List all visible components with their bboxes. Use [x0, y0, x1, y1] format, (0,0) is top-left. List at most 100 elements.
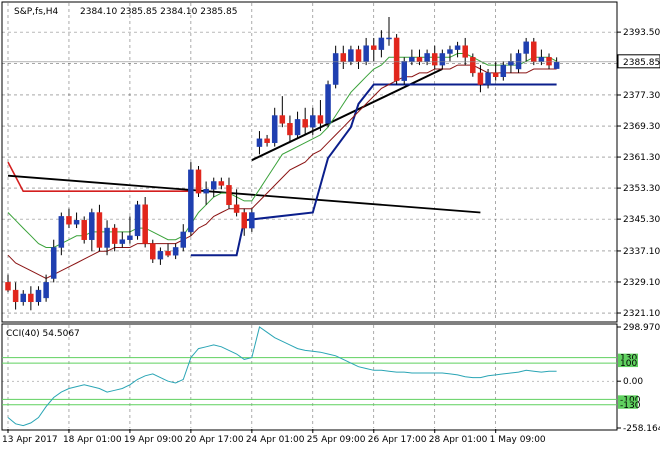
- candle[interactable]: [470, 53, 476, 77]
- candle-body: [424, 53, 430, 62]
- candle[interactable]: [203, 181, 209, 205]
- candle-body: [264, 138, 270, 143]
- candle[interactable]: [447, 45, 453, 62]
- candle[interactable]: [35, 286, 42, 306]
- candle-body: [485, 72, 491, 85]
- candle[interactable]: [43, 274, 49, 302]
- candle[interactable]: [157, 247, 164, 265]
- candle-body: [218, 181, 225, 186]
- candle[interactable]: [210, 177, 217, 198]
- candle[interactable]: [378, 30, 385, 58]
- candle[interactable]: [96, 204, 103, 252]
- candle[interactable]: [515, 49, 522, 73]
- candle[interactable]: [485, 68, 491, 89]
- candle[interactable]: [363, 37, 369, 66]
- candle[interactable]: [150, 239, 156, 263]
- candle[interactable]: [249, 208, 255, 232]
- candle[interactable]: [439, 49, 446, 69]
- candle[interactable]: [165, 243, 171, 258]
- cci-tick-label: 298.9708: [623, 323, 660, 333]
- candle[interactable]: [104, 220, 110, 256]
- candle[interactable]: [340, 45, 347, 69]
- time-axis-label: 18 Apr 01:00: [63, 435, 122, 445]
- candle[interactable]: [310, 107, 316, 135]
- candle[interactable]: [386, 17, 392, 46]
- candle[interactable]: [12, 282, 19, 310]
- candle[interactable]: [553, 57, 560, 69]
- candle[interactable]: [371, 37, 377, 62]
- candle-body: [294, 119, 301, 136]
- candle[interactable]: [409, 49, 415, 66]
- candle[interactable]: [416, 49, 423, 66]
- candle[interactable]: [119, 231, 126, 248]
- candle[interactable]: [393, 34, 400, 85]
- candle[interactable]: [127, 216, 133, 244]
- candle[interactable]: [111, 224, 118, 252]
- cci-line-group: [7, 326, 557, 427]
- candle[interactable]: [81, 216, 87, 244]
- candle-body: [378, 37, 385, 50]
- candle[interactable]: [294, 111, 301, 139]
- candle[interactable]: [195, 165, 202, 198]
- candle[interactable]: [287, 115, 293, 143]
- candle-body: [20, 293, 26, 303]
- candle[interactable]: [431, 45, 438, 69]
- cci-level-label: -130: [620, 401, 641, 411]
- candle[interactable]: [302, 107, 308, 135]
- candle-body: [462, 45, 468, 58]
- candle[interactable]: [500, 61, 507, 81]
- candle[interactable]: [66, 208, 72, 229]
- cci-tick-label: 0.00: [623, 377, 643, 387]
- candle[interactable]: [233, 189, 240, 217]
- trend-overlays: [7, 68, 557, 257]
- candle[interactable]: [454, 41, 461, 58]
- candle[interactable]: [317, 100, 324, 132]
- candle[interactable]: [492, 61, 499, 81]
- candle[interactable]: [5, 274, 11, 293]
- candle[interactable]: [508, 53, 514, 73]
- candle-body: [66, 216, 72, 225]
- candle[interactable]: [401, 57, 407, 85]
- candle-body: [447, 49, 453, 54]
- candlesticks[interactable]: [5, 17, 560, 311]
- candle[interactable]: [50, 239, 57, 283]
- candle[interactable]: [172, 243, 179, 260]
- candle[interactable]: [188, 162, 194, 236]
- candle[interactable]: [462, 37, 468, 66]
- candle-body: [157, 251, 164, 260]
- candle[interactable]: [279, 96, 286, 128]
- candle[interactable]: [241, 208, 247, 236]
- candle[interactable]: [523, 37, 529, 62]
- candle[interactable]: [264, 134, 270, 147]
- time-axis-label: 28 Apr 01:00: [429, 435, 488, 445]
- candle[interactable]: [20, 290, 26, 306]
- candle[interactable]: [256, 131, 263, 155]
- candle[interactable]: [226, 177, 232, 209]
- candle[interactable]: [477, 65, 484, 93]
- candle-body: [439, 53, 446, 66]
- candle[interactable]: [424, 49, 430, 66]
- candle[interactable]: [73, 212, 80, 229]
- candle[interactable]: [89, 208, 95, 252]
- candle[interactable]: [332, 45, 339, 89]
- candle[interactable]: [271, 107, 278, 147]
- candle[interactable]: [180, 224, 187, 252]
- cci-panel-frame: [1, 323, 618, 431]
- candle[interactable]: [531, 37, 537, 66]
- candle[interactable]: [348, 45, 354, 66]
- candle[interactable]: [355, 45, 362, 69]
- candle[interactable]: [538, 49, 545, 66]
- candle[interactable]: [218, 177, 225, 190]
- candle[interactable]: [546, 53, 552, 69]
- candle[interactable]: [58, 212, 65, 256]
- candle[interactable]: [134, 200, 141, 240]
- candle[interactable]: [142, 197, 148, 248]
- candle-body: [477, 72, 484, 85]
- cci-line: [7, 326, 557, 427]
- candle[interactable]: [325, 80, 331, 128]
- candle-body: [50, 247, 57, 279]
- candle[interactable]: [28, 286, 34, 311]
- candle-body: [233, 204, 240, 213]
- price-tick-label: 2393.50: [623, 28, 660, 38]
